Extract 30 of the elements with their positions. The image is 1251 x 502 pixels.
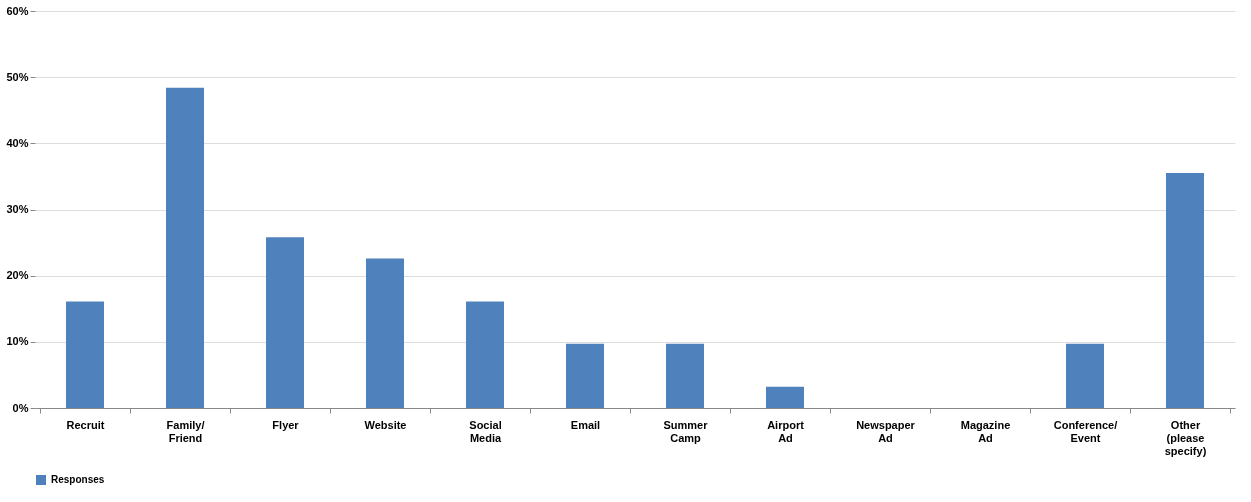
x-tick-label: Email [570,418,601,431]
x-tick-label: Newspaper Ad [856,418,916,444]
y-tick-label: 50% [6,70,29,83]
x-tick-label: Social Media [469,418,502,444]
y-tick-label: 30% [6,203,29,215]
bar [166,87,204,408]
bar [66,301,104,408]
y-tick-label: 0% [12,401,29,414]
bar [466,301,504,408]
x-tick-label: Summer Camp [663,418,709,444]
bar [1066,343,1104,408]
bar [1166,173,1204,408]
y-tick-label: 40% [6,136,29,149]
y-tick-label: 60% [6,4,29,17]
x-tick-label: Airport Ad [767,418,805,444]
y-tick-label: 10% [6,335,29,348]
legend-label: Responses [51,474,105,485]
x-tick-label: Flyer [272,418,300,431]
bar [666,343,704,408]
x-tick-label: Website [364,418,407,431]
x-tick-label: Recruit [66,418,105,431]
y-tick-label: 20% [6,269,29,282]
x-tick-label: Family/ Friend [166,418,205,444]
bar [766,386,804,408]
x-tick-label: Other (please specify) [1164,418,1207,457]
x-tick-label: Conference/ Event [1053,418,1118,444]
bar [366,258,404,408]
bar [266,237,304,408]
bar [566,343,604,408]
x-tick-label: Magazine Ad [960,418,1011,444]
